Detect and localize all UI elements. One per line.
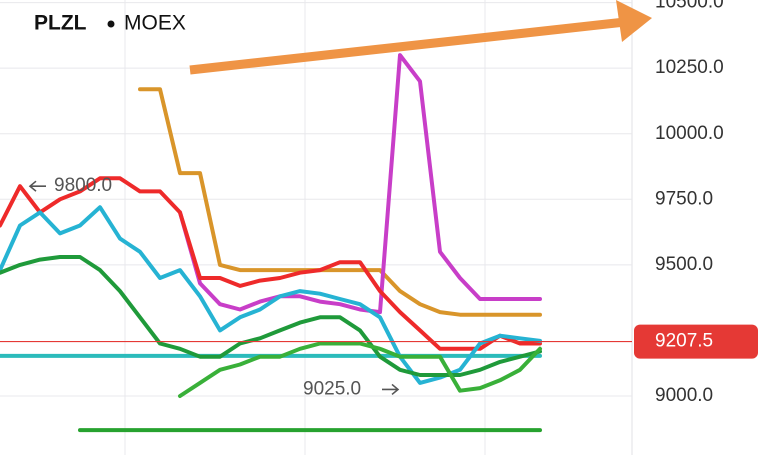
y-tick-label: 9750.0 <box>655 188 713 209</box>
y-tick-label: 10500.0 <box>655 0 724 13</box>
price-label: 9207.5 <box>655 331 713 352</box>
y-tick-label: 9000.0 <box>655 385 713 406</box>
series-line <box>0 176 542 351</box>
y-tick-label: 9500.0 <box>655 254 713 275</box>
price-badge <box>634 324 758 359</box>
annotation-arrow <box>28 180 46 192</box>
y-tick-label: 10250.0 <box>655 57 724 78</box>
symbol: PLZL <box>34 12 87 35</box>
separator-dot <box>107 20 115 28</box>
arrow-annotation <box>189 0 652 75</box>
series-line <box>178 53 542 315</box>
exchange: MOEX <box>124 12 186 35</box>
annotation-label: 9025.0 <box>303 378 361 399</box>
y-tick-label: 10000.0 <box>655 123 724 144</box>
annotation-label: 9800.0 <box>54 175 112 196</box>
plot-area <box>0 2 632 433</box>
series-line <box>138 87 542 317</box>
series-line <box>178 341 542 398</box>
annotation-arrow <box>382 383 400 396</box>
